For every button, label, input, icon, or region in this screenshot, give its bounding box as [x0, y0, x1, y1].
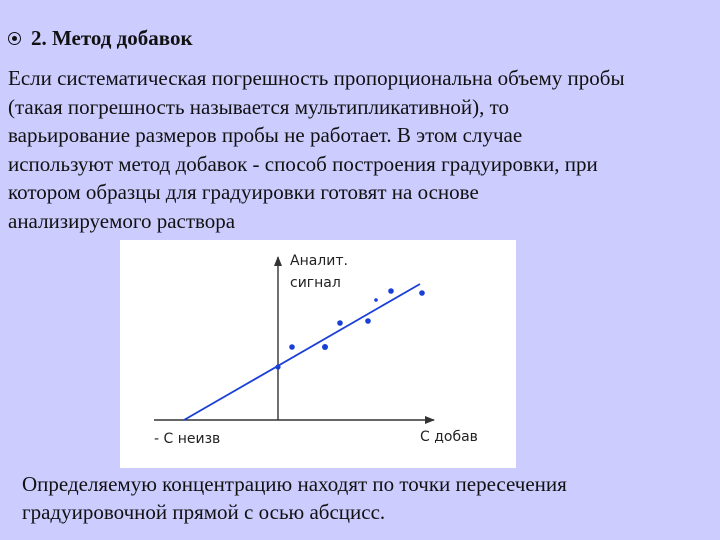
negative-intercept-label: - С неизв [154, 431, 220, 447]
description-paragraph: Если систематическая погрешность пропорц… [8, 64, 716, 235]
figure-svg: Аналит. сигнал С добав - С неизв [154, 253, 478, 447]
data-point [374, 298, 378, 302]
caption-text: Определяемую концентрацию находят по точ… [22, 470, 712, 526]
section-heading: 2. Метод добавок [8, 26, 193, 51]
data-point [337, 320, 343, 326]
caption-line: градуировочной прямой с осью абсцисс. [22, 500, 386, 524]
calibration-line [183, 283, 421, 421]
y-axis-label-line1: Аналит. [290, 253, 348, 269]
paragraph-line: используют метод добавок - способ постро… [8, 151, 598, 176]
y-axis-label-line2: сигнал [290, 275, 341, 291]
caption-line: Определяемую концентрацию находят по точ… [22, 472, 567, 496]
data-point [275, 364, 281, 370]
bullet-icon [8, 32, 21, 45]
heading-text: 2. Метод добавок [31, 26, 193, 50]
data-point [322, 344, 328, 350]
data-point [419, 290, 425, 296]
standard-addition-figure: Аналит. сигнал С добав - С неизв [120, 240, 516, 468]
paragraph-line: Если систематическая погрешность пропорц… [8, 66, 625, 90]
paragraph-line: котором образцы для градуировки готовят … [8, 180, 479, 204]
data-point [388, 288, 394, 294]
data-point [365, 318, 371, 324]
paragraph-line: варьирование размеров пробы не работает.… [8, 123, 523, 147]
x-axis-label: С добав [420, 429, 478, 445]
paragraph-line: анализируемого раствора [8, 208, 236, 233]
paragraph-line: (такая погрешность называется мультиплик… [8, 94, 510, 119]
data-point [289, 344, 295, 350]
